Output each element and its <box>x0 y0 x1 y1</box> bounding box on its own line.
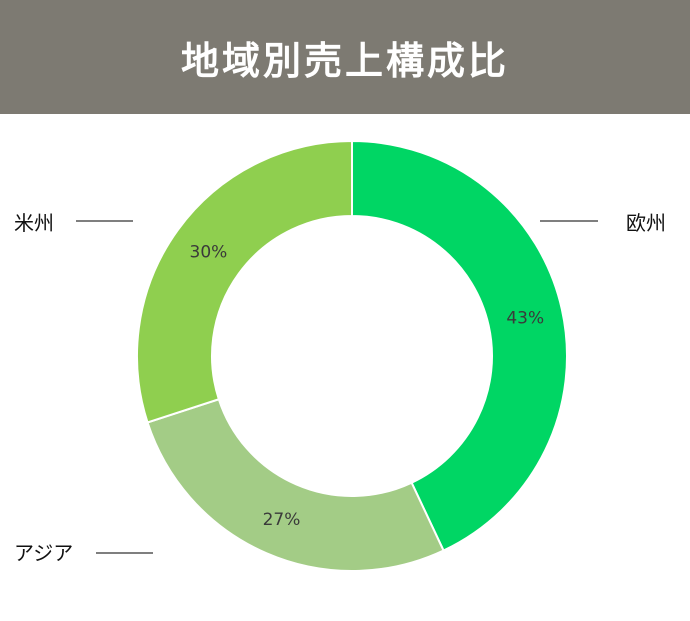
donut-slice-3 <box>136 139 353 424</box>
category-label-2: アジア <box>14 541 73 565</box>
donut-slice-1 <box>351 139 568 552</box>
chart-title: 地域別売上構成比 <box>180 38 509 83</box>
slice-value-label-2: 27% <box>263 510 301 530</box>
slice-value-label-1: 43% <box>506 308 544 328</box>
category-label-3: 米州 <box>14 211 54 235</box>
donut-slice-2 <box>146 398 445 572</box>
category-label-1: 欧州 <box>626 211 666 235</box>
chart-header: 地域別売上構成比 <box>0 0 690 114</box>
slice-value-label-3: 30% <box>190 243 228 263</box>
